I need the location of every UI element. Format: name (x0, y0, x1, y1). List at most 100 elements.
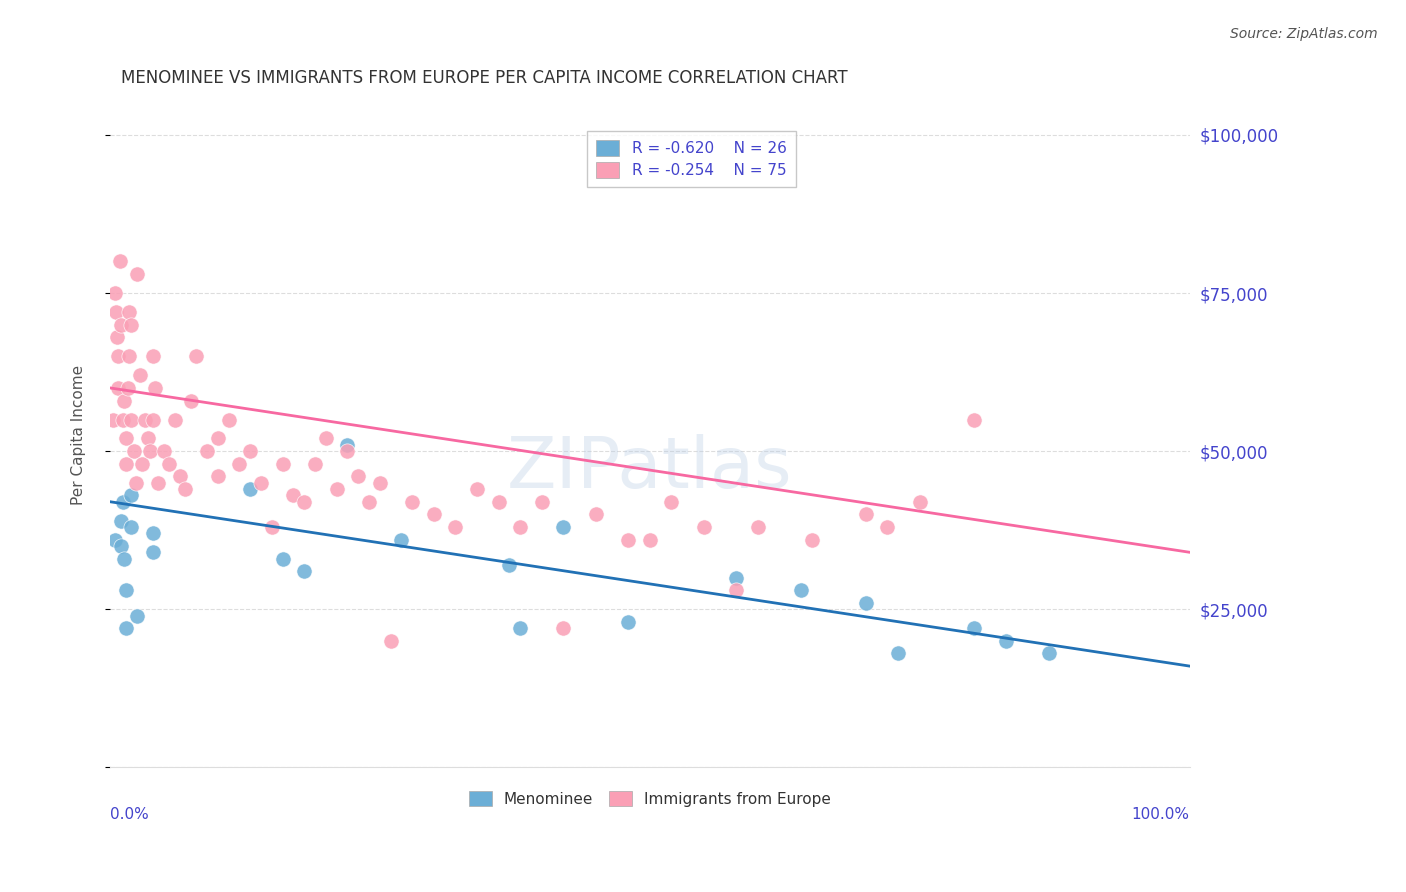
Point (659, 494, 682, 508)
Legend: Menominee, Immigrants from Europe: Menominee, Immigrants from Europe (463, 785, 837, 813)
Point (120, 412, 142, 426)
Point (498, 558, 520, 572)
Point (118, 349, 141, 363)
Point (125, 475, 148, 490)
Point (617, 615, 640, 629)
Point (122, 444, 145, 458)
Point (347, 469, 370, 483)
Point (125, 267, 148, 281)
Point (153, 444, 176, 458)
Point (401, 494, 423, 508)
Point (115, 457, 138, 471)
Point (118, 305, 141, 319)
Point (292, 494, 315, 508)
Point (995, 633, 1018, 648)
Point (108, 254, 131, 268)
Text: MENOMINEE VS IMMIGRANTS FROM EUROPE PER CAPITA INCOME CORRELATION CHART: MENOMINEE VS IMMIGRANTS FROM EUROPE PER … (121, 69, 848, 87)
Point (357, 494, 380, 508)
Point (260, 520, 283, 534)
Point (148, 475, 170, 490)
Point (800, 533, 823, 547)
Point (304, 457, 326, 471)
Point (115, 583, 138, 598)
Point (315, 432, 337, 446)
Point (617, 533, 640, 547)
Point (389, 533, 412, 547)
Y-axis label: Per Capita Income: Per Capita Income (72, 365, 86, 506)
Point (111, 412, 134, 426)
Point (908, 494, 931, 508)
Point (104, 286, 127, 301)
Point (553, 621, 575, 635)
Point (143, 381, 166, 395)
Point (120, 520, 142, 534)
Point (186, 349, 208, 363)
Point (553, 520, 575, 534)
Point (336, 438, 359, 452)
Point (110, 514, 132, 528)
Point (239, 444, 262, 458)
Point (142, 412, 165, 426)
Point (125, 608, 148, 623)
Point (423, 508, 446, 522)
Point (195, 444, 218, 458)
Point (104, 533, 127, 547)
Point (380, 633, 402, 648)
Point (725, 571, 748, 585)
Point (112, 393, 135, 408)
Point (157, 457, 180, 471)
Point (142, 526, 165, 541)
Point (142, 349, 165, 363)
Text: 100.0%: 100.0% (1132, 807, 1189, 822)
Point (110, 539, 132, 553)
Point (963, 621, 986, 635)
Point (509, 621, 531, 635)
Point (105, 305, 128, 319)
Point (509, 520, 531, 534)
Point (218, 412, 240, 426)
Point (142, 545, 165, 559)
Point (136, 432, 159, 446)
Point (207, 469, 229, 483)
Point (180, 393, 202, 408)
Point (855, 508, 877, 522)
Point (488, 494, 510, 508)
Point (107, 349, 129, 363)
Point (134, 412, 156, 426)
Point (115, 621, 138, 635)
Point (292, 564, 315, 578)
Point (239, 482, 262, 496)
Point (1038, 647, 1060, 661)
Point (131, 457, 153, 471)
Point (139, 444, 162, 458)
Point (112, 551, 135, 566)
Point (963, 412, 986, 426)
Point (336, 444, 359, 458)
Point (887, 647, 910, 661)
Point (228, 457, 250, 471)
Point (693, 520, 716, 534)
Point (111, 494, 134, 508)
Point (271, 457, 294, 471)
Point (638, 533, 661, 547)
Point (530, 494, 553, 508)
Text: Source: ZipAtlas.com: Source: ZipAtlas.com (1230, 27, 1378, 41)
Point (444, 520, 467, 534)
Point (117, 381, 139, 395)
Point (725, 583, 748, 598)
Point (283, 488, 305, 502)
Point (129, 368, 152, 383)
Point (101, 412, 124, 426)
Point (115, 432, 138, 446)
Point (120, 488, 142, 502)
Point (207, 432, 229, 446)
Point (174, 482, 197, 496)
Point (110, 318, 132, 332)
Point (163, 412, 186, 426)
Point (855, 596, 877, 610)
Point (271, 551, 294, 566)
Point (747, 520, 769, 534)
Point (368, 475, 391, 490)
Point (465, 482, 488, 496)
Text: 0.0%: 0.0% (110, 807, 149, 822)
